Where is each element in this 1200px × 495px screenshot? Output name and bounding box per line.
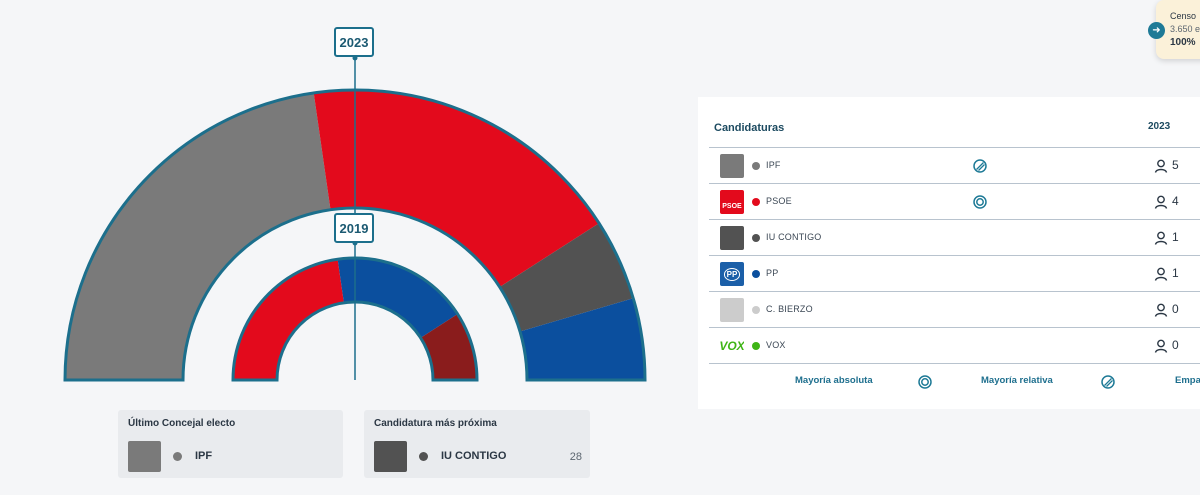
- party-name: PSOE: [766, 196, 792, 206]
- person-icon: [1154, 231, 1168, 245]
- outer-seat-psoe[interactable]: [313, 90, 599, 288]
- psoe-logo: PSOE: [720, 190, 744, 214]
- last-elected-party: IPF: [195, 450, 213, 462]
- legend-tie: Empa: [1175, 375, 1200, 386]
- party-name: PP: [766, 268, 779, 278]
- divider: [709, 363, 1200, 364]
- last-elected-card: Último Concejal electo IPF: [118, 410, 343, 478]
- party-name: IPF: [766, 160, 781, 170]
- table-row[interactable]: C. BIERZO 0: [709, 291, 1200, 327]
- arrow-right-icon[interactable]: ➜: [1148, 22, 1165, 39]
- seat-count: 5: [1172, 158, 1179, 172]
- next-candidate-card: Candidatura más próxima IU CONTIGO 28: [364, 410, 590, 478]
- outer-seat-ipf[interactable]: [65, 92, 331, 380]
- person-icon: [1154, 303, 1168, 317]
- inner-seat-psoe[interactable]: [233, 259, 344, 380]
- party-color-dot: [752, 306, 760, 314]
- party-color-dot: [752, 270, 760, 278]
- iu-contigo-logo: [720, 226, 744, 250]
- next-candidate-party: IU CONTIGO: [441, 450, 507, 462]
- party-color-dot: [752, 342, 760, 350]
- psoe-logo-text: PSOE: [722, 202, 742, 210]
- column-title: Candidaturas: [714, 122, 785, 134]
- person-icon: [1154, 339, 1168, 353]
- next-candidate-title: Candidatura más próxima: [374, 418, 497, 429]
- party-name: IU CONTIGO: [766, 232, 822, 242]
- person-icon: [1154, 159, 1168, 173]
- person-icon: [1154, 267, 1168, 281]
- last-elected-title: Último Concejal electo: [128, 418, 236, 429]
- table-row[interactable]: PP PP 1: [709, 255, 1200, 291]
- relative-majority-icon: [973, 159, 987, 173]
- seat-count: 0: [1172, 338, 1179, 352]
- seat-count: 0: [1172, 302, 1179, 316]
- year-tag-current[interactable]: 2023: [334, 27, 374, 57]
- party-name: C. BIERZO: [766, 304, 813, 314]
- table-row[interactable]: IU CONTIGO 1: [709, 219, 1200, 255]
- pp-logo: PP: [720, 262, 744, 286]
- table-row[interactable]: VOX VOX 0: [709, 327, 1200, 363]
- year-tag-previous[interactable]: 2019: [334, 213, 374, 243]
- inner-seat-pp[interactable]: [337, 258, 458, 338]
- legend-absolute-majority: Mayoría absoluta: [795, 375, 873, 386]
- census-percent: 100%: [1170, 37, 1196, 48]
- inner-seat-outline: [231, 256, 479, 382]
- census-label: Censo: [1170, 11, 1197, 21]
- table-row[interactable]: PSOE PSOE 4: [709, 183, 1200, 219]
- hemicycle-svg: [63, 55, 647, 382]
- census-panel: Censo 3.650 e 100%: [1156, 0, 1200, 59]
- inner-seat-c-bierzo[interactable]: [420, 314, 477, 380]
- table-row[interactable]: IPF 5: [709, 147, 1200, 183]
- absolute-majority-icon: [918, 375, 932, 389]
- pp-logo-text: PP: [723, 267, 741, 281]
- c-bierzo-logo: [720, 298, 744, 322]
- outer-seat-outline: [63, 88, 647, 382]
- column-year[interactable]: 2023: [1148, 121, 1171, 132]
- hemicycle-chart: 2023 2019: [0, 0, 700, 400]
- party-color-dot: [752, 234, 760, 242]
- relative-majority-icon: [1101, 375, 1115, 389]
- outer-seat-iu-contigo[interactable]: [499, 223, 634, 332]
- absolute-majority-icon: [973, 195, 987, 209]
- next-candidate-votes: 28: [569, 451, 582, 463]
- party-name: VOX: [766, 340, 786, 350]
- ipf-logo: [720, 154, 744, 178]
- seat-count: 1: [1172, 230, 1179, 244]
- party-color-dot: [419, 452, 428, 461]
- iu-contigo-logo: [374, 441, 407, 472]
- seat-count: 4: [1172, 194, 1179, 208]
- census-badge: Censo 3.650 e 100% ➜: [1148, 0, 1200, 60]
- results-table: Candidaturas 2023 IPF 5 PSOE PSOE 4 IU CONTIG…: [698, 97, 1200, 409]
- ipf-logo: [128, 441, 161, 472]
- party-color-dot: [752, 198, 760, 206]
- party-color-dot: [173, 452, 182, 461]
- vox-logo-text: VOX: [720, 339, 744, 353]
- person-icon: [1154, 195, 1168, 209]
- census-count: 3.650 e: [1170, 24, 1200, 34]
- vox-logo: VOX: [720, 334, 744, 358]
- legend-relative-majority: Mayoría relativa: [981, 375, 1053, 386]
- party-color-dot: [752, 162, 760, 170]
- outer-seat-pp[interactable]: [520, 298, 645, 380]
- seat-count: 1: [1172, 266, 1179, 280]
